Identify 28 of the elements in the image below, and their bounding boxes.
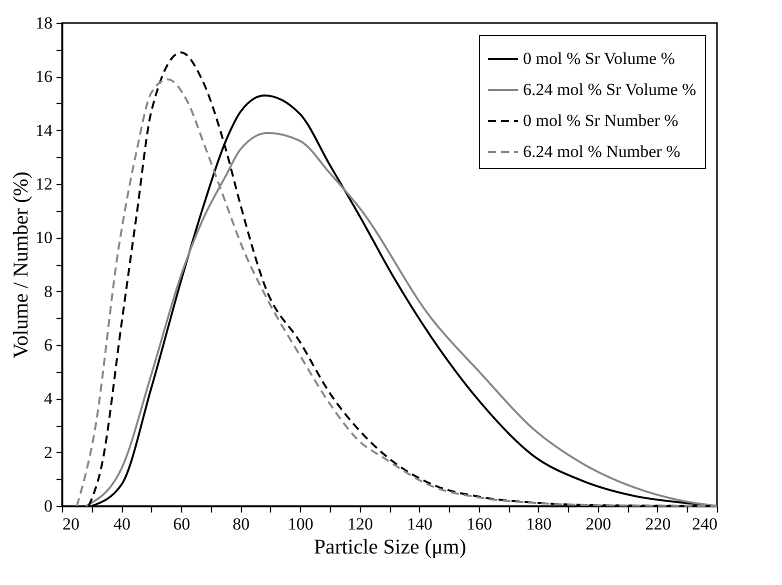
x-tick-label: 160 bbox=[466, 514, 492, 534]
y-tick-label: 18 bbox=[36, 14, 52, 32]
x-tick-label: 180 bbox=[526, 514, 552, 534]
legend-label: 0 mol % Sr Volume % bbox=[523, 49, 675, 68]
x-tick-label: 120 bbox=[347, 514, 373, 534]
x-tick-label: 220 bbox=[645, 514, 671, 534]
x-tick-label: 60 bbox=[173, 514, 190, 534]
y-tick-label: 6 bbox=[44, 336, 52, 354]
y-tick-label: 12 bbox=[36, 174, 52, 194]
y-tick-label: 2 bbox=[44, 442, 52, 462]
y-axis-title: Volume / Number (%) bbox=[8, 172, 32, 358]
x-tick-label: 20 bbox=[62, 514, 80, 534]
y-tick-label: 14 bbox=[36, 120, 53, 140]
x-tick-label: 140 bbox=[407, 514, 433, 534]
legend-label: 6.24 mol % Number % bbox=[523, 142, 680, 161]
x-tick-label: 240 bbox=[692, 514, 718, 534]
x-tick-label: 80 bbox=[232, 514, 250, 534]
y-tick-label: 16 bbox=[36, 67, 52, 86]
legend-label: 0 mol % Sr Number % bbox=[523, 111, 678, 130]
y-tick-label: 0 bbox=[44, 496, 52, 516]
y-tick-label: 4 bbox=[44, 389, 53, 408]
y-tick-label: 8 bbox=[44, 282, 52, 301]
y-tick-label: 10 bbox=[36, 228, 52, 248]
legend-label: 6.24 mol % Sr Volume % bbox=[523, 80, 696, 99]
x-axis-title: Particle Size (μm) bbox=[314, 534, 466, 558]
x-tick-label: 100 bbox=[288, 514, 314, 534]
x-tick-label: 200 bbox=[586, 514, 612, 534]
x-tick-label: 40 bbox=[114, 514, 131, 534]
